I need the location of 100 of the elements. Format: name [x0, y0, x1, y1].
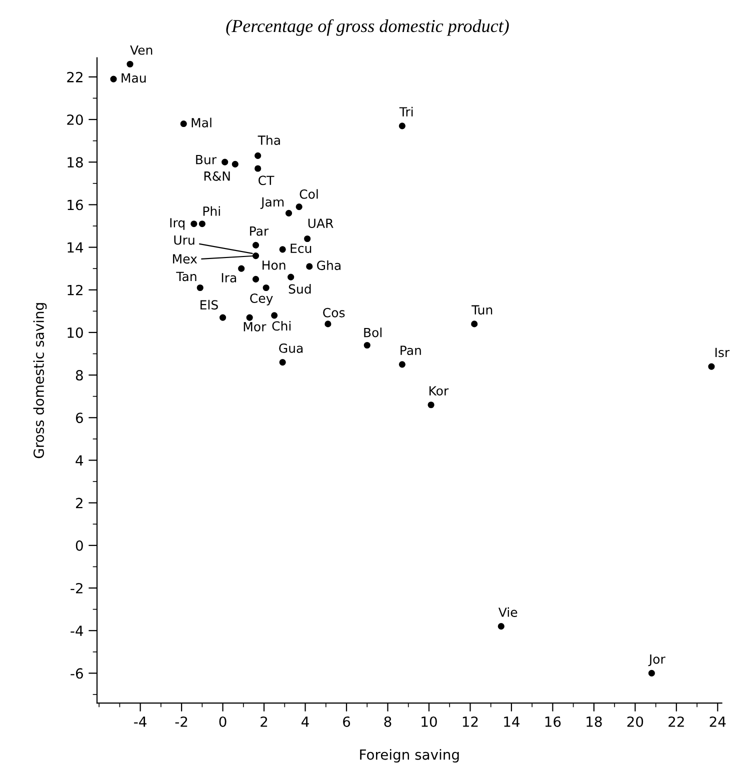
- point: [398, 361, 406, 368]
- annotation: Jor: [648, 654, 666, 666]
- point: [220, 314, 226, 321]
- annotation: Phi: [203, 206, 220, 216]
- point: [196, 284, 204, 292]
- x-tick-label: -4: [134, 716, 146, 727]
- annotation: CT: [258, 176, 274, 186]
- y-tick-label: 0: [76, 540, 83, 551]
- annotation: Mor: [244, 322, 266, 332]
- annotation: ElS: [200, 300, 218, 310]
- annotation: Par: [250, 226, 269, 236]
- annotation: Mau: [122, 73, 146, 83]
- point: [708, 363, 715, 370]
- point: [252, 242, 260, 248]
- y-tick-label: -2: [70, 582, 82, 594]
- annotation: UAR: [308, 218, 334, 228]
- point: [428, 402, 434, 408]
- point: [126, 60, 134, 68]
- point: [498, 623, 504, 630]
- point: [238, 265, 245, 272]
- x-tick-label: 12: [462, 716, 478, 727]
- point: [110, 76, 117, 82]
- chart-title: (Percentage of gross domestic product): [226, 19, 509, 36]
- x-tick-label: 4: [302, 716, 309, 727]
- annotation: Irq: [170, 218, 184, 230]
- annotation: Kor: [429, 386, 449, 396]
- x-axis-title: Foreign saving: [360, 749, 459, 763]
- x-tick-label: 22: [668, 716, 684, 727]
- x-tick-label: 8: [384, 716, 392, 727]
- y-tick-label: 4: [76, 455, 84, 466]
- y-tick-label: -4: [70, 626, 84, 636]
- y-tick-label: -6: [70, 668, 83, 679]
- annotation: Cos: [323, 308, 345, 318]
- y-axis-title: Gross domestic saving: [33, 303, 47, 458]
- point: [304, 235, 311, 242]
- annotation: Bur: [196, 155, 217, 164]
- annotation: R&N: [204, 171, 230, 181]
- x-tick-label: 2: [260, 716, 268, 727]
- x-tick-label: 0: [219, 716, 226, 727]
- y-tick-label: 8: [76, 370, 83, 381]
- annotation: Vie: [498, 607, 518, 617]
- point: [398, 122, 406, 130]
- point: [471, 320, 478, 328]
- annotation: Sud: [288, 284, 311, 294]
- point: [648, 670, 655, 676]
- annotation: Uru: [174, 236, 194, 245]
- point: [252, 252, 260, 260]
- annotation: Jam: [260, 197, 284, 209]
- y-tick-label: 10: [68, 327, 83, 338]
- annotation: Chi: [272, 320, 291, 331]
- annotation: Bol: [364, 328, 382, 338]
- y-tick-label: 22: [67, 72, 82, 82]
- point: [324, 320, 332, 328]
- x-tick-label: 10: [422, 716, 437, 727]
- annotation: Ecu: [290, 244, 312, 254]
- x-tick-label: 24: [710, 716, 726, 727]
- y-tick-label: 14: [68, 242, 84, 253]
- annotation: Col: [300, 189, 318, 199]
- y-tick-label: 18: [68, 157, 83, 168]
- annotation: Tan: [176, 272, 196, 282]
- x-tick-label: -2: [175, 716, 188, 727]
- point: [279, 246, 286, 253]
- y-tick-label: 20: [67, 114, 83, 125]
- annotation: Mex: [173, 254, 198, 264]
- x-tick-label: 14: [504, 716, 520, 727]
- point: [246, 314, 253, 321]
- y-tick-label: 12: [68, 284, 82, 296]
- point: [222, 158, 228, 166]
- annotation: Pan: [400, 346, 421, 356]
- point: [364, 342, 370, 349]
- point: [296, 204, 302, 210]
- annotation: Isr: [715, 348, 730, 358]
- point: [180, 120, 187, 128]
- point: [254, 152, 262, 160]
- point: [306, 263, 313, 270]
- point: [198, 220, 206, 228]
- x-tick-label: 18: [586, 716, 602, 727]
- x-tick-label: 6: [343, 716, 350, 727]
- annotation: Gha: [317, 260, 340, 270]
- point: [288, 274, 294, 280]
- x-tick-label: 20: [627, 716, 644, 727]
- annotation: Ira: [222, 273, 236, 282]
- point: [271, 312, 278, 319]
- y-tick-label: 16: [68, 200, 83, 210]
- annotation: Tha: [258, 135, 280, 145]
- point: [279, 358, 286, 366]
- annotation: Ven: [130, 45, 152, 55]
- y-tick-label: 6: [76, 412, 83, 424]
- annotation: Hon: [262, 260, 286, 270]
- annotation: Tri: [399, 106, 413, 116]
- annotation: Gua: [279, 343, 303, 353]
- x-tick-label: 16: [545, 716, 561, 727]
- point: [262, 284, 270, 292]
- point: [252, 276, 260, 283]
- annotation: Cey: [250, 294, 273, 306]
- point: [232, 160, 238, 168]
- annotation: Mal: [192, 118, 212, 128]
- point: [254, 165, 262, 172]
- y-tick-label: 2: [76, 498, 82, 508]
- point: [190, 220, 198, 228]
